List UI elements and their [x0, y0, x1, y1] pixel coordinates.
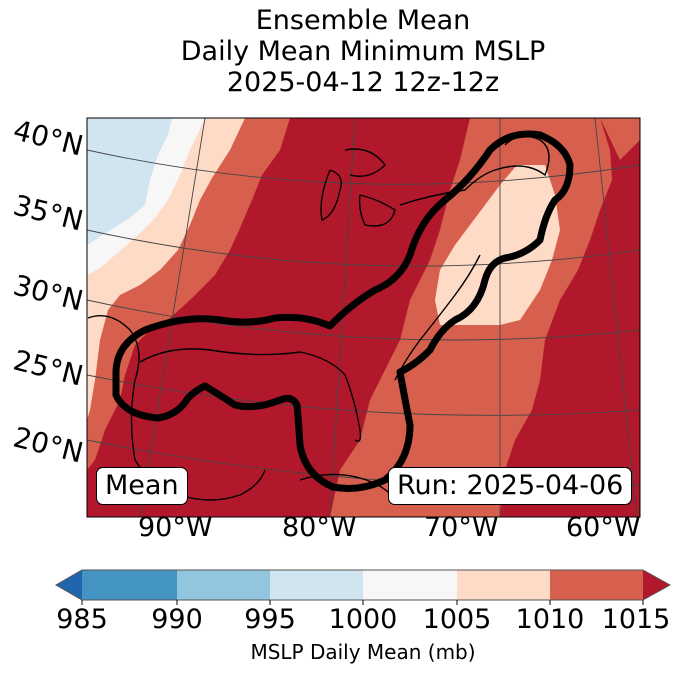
colorbar-tick-990: 990 — [151, 604, 203, 635]
title-line-2: Daily Mean Minimum MSLP — [180, 36, 546, 67]
colorbar-bin-1010-1015 — [550, 570, 643, 600]
colorbar-tick-995: 995 — [244, 604, 296, 635]
fill-1010-atlantic — [600, 118, 640, 160]
colorbar-tick-1010: 1010 — [515, 604, 585, 635]
colorbar-bin-990-995 — [177, 570, 270, 600]
colorbar-bin-1000-1005 — [363, 570, 457, 600]
title-line-3: 2025-04-12 12z-12z — [226, 67, 500, 98]
colorbar-bin-985-990 — [82, 570, 177, 600]
colorbar-tick-1000: 1000 — [328, 604, 398, 635]
colorbar-bin-995-1000 — [270, 570, 363, 600]
fill-995-corner — [87, 118, 172, 245]
low-pressure-contour — [112, 130, 574, 492]
mean-label-box: Mean — [96, 467, 188, 505]
coastlines — [87, 135, 550, 501]
colorbar-bin-1005-1010 — [457, 570, 550, 600]
colorbar-tick-985: 985 — [56, 604, 108, 635]
title-line-1: Ensemble Mean — [255, 5, 471, 36]
lon-label-60w: 60°W — [566, 512, 641, 543]
lon-label-80w: 80°W — [282, 512, 357, 543]
run-date-label-box: Run: 2025-04-06 — [388, 467, 633, 505]
colorbar-under-arrow — [56, 570, 82, 600]
chart-title: Ensemble Mean Daily Mean Minimum MSLP 20… — [0, 5, 688, 98]
colorbar-tick-1015: 1015 — [601, 604, 671, 635]
map-frame — [86, 117, 641, 518]
colorbar-over-arrow — [643, 570, 670, 600]
lon-label-90w: 90°W — [138, 512, 213, 543]
colorbar-tick-1005: 1005 — [422, 604, 492, 635]
fill-1005-northeast-core — [435, 165, 560, 325]
colorbar — [54, 569, 672, 605]
colorbar-label: MSLP Daily Mean (mb) — [250, 640, 476, 664]
lon-label-70w: 70°W — [424, 512, 499, 543]
